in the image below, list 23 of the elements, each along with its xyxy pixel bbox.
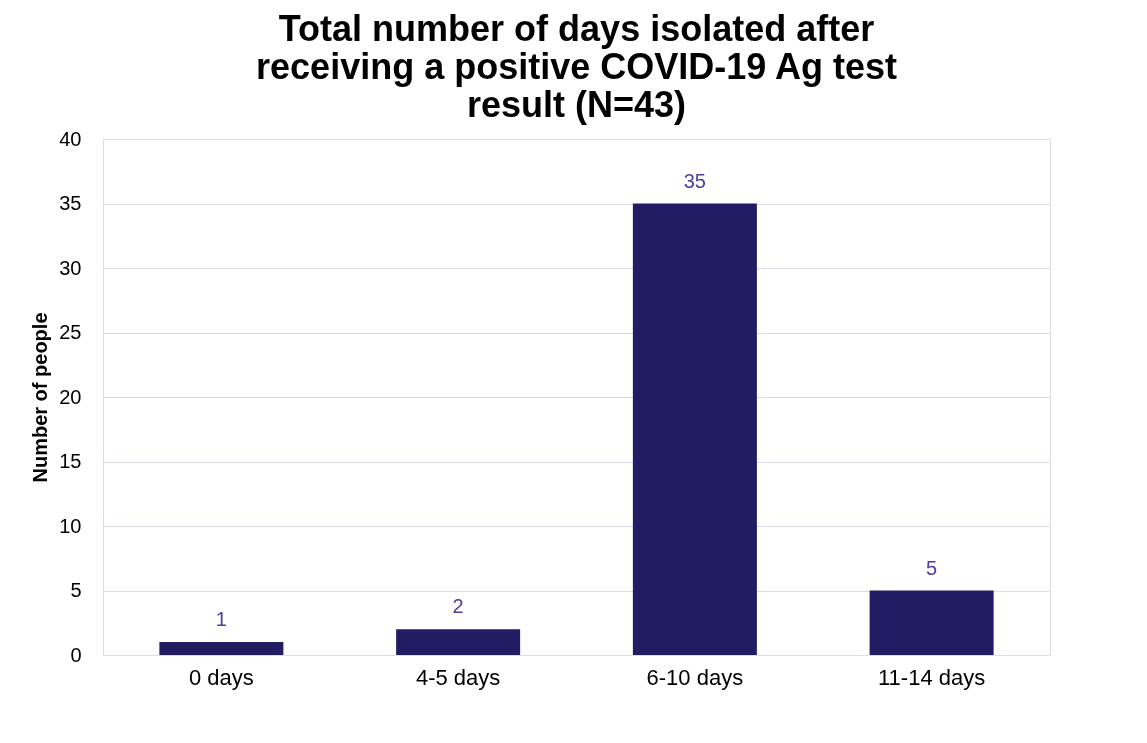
bar — [869, 590, 994, 655]
y-axis-title: Number of people — [29, 312, 52, 483]
y-tick-label: 20 — [59, 385, 82, 408]
x-tick-label: 6-10 days — [646, 664, 744, 690]
bar — [159, 642, 284, 655]
data-label: 1 — [215, 608, 227, 631]
bar — [632, 203, 757, 655]
y-tick-label: 10 — [59, 514, 82, 537]
y-tick-label: 15 — [59, 450, 82, 472]
chart-title: Total number of days isolated after receiving a positive COVID-19 Ag test result (N=43) — [256, 8, 897, 125]
y-tick-label: 30 — [59, 256, 82, 279]
y-tick-label: 35 — [59, 192, 82, 214]
y-tick-label: 5 — [70, 579, 82, 601]
y-tick-label: 0 — [70, 643, 82, 666]
bar — [396, 629, 521, 655]
data-label: 2 — [452, 595, 464, 618]
x-tick-label: 4-5 days — [415, 664, 501, 690]
data-label: 35 — [683, 169, 706, 192]
y-tick-label: 40 — [59, 127, 82, 150]
y-tick-label: 25 — [59, 321, 82, 343]
data-label: 5 — [926, 556, 938, 579]
x-tick-label: 11-14 days — [878, 664, 986, 690]
x-tick-label: 0 days — [188, 664, 254, 690]
